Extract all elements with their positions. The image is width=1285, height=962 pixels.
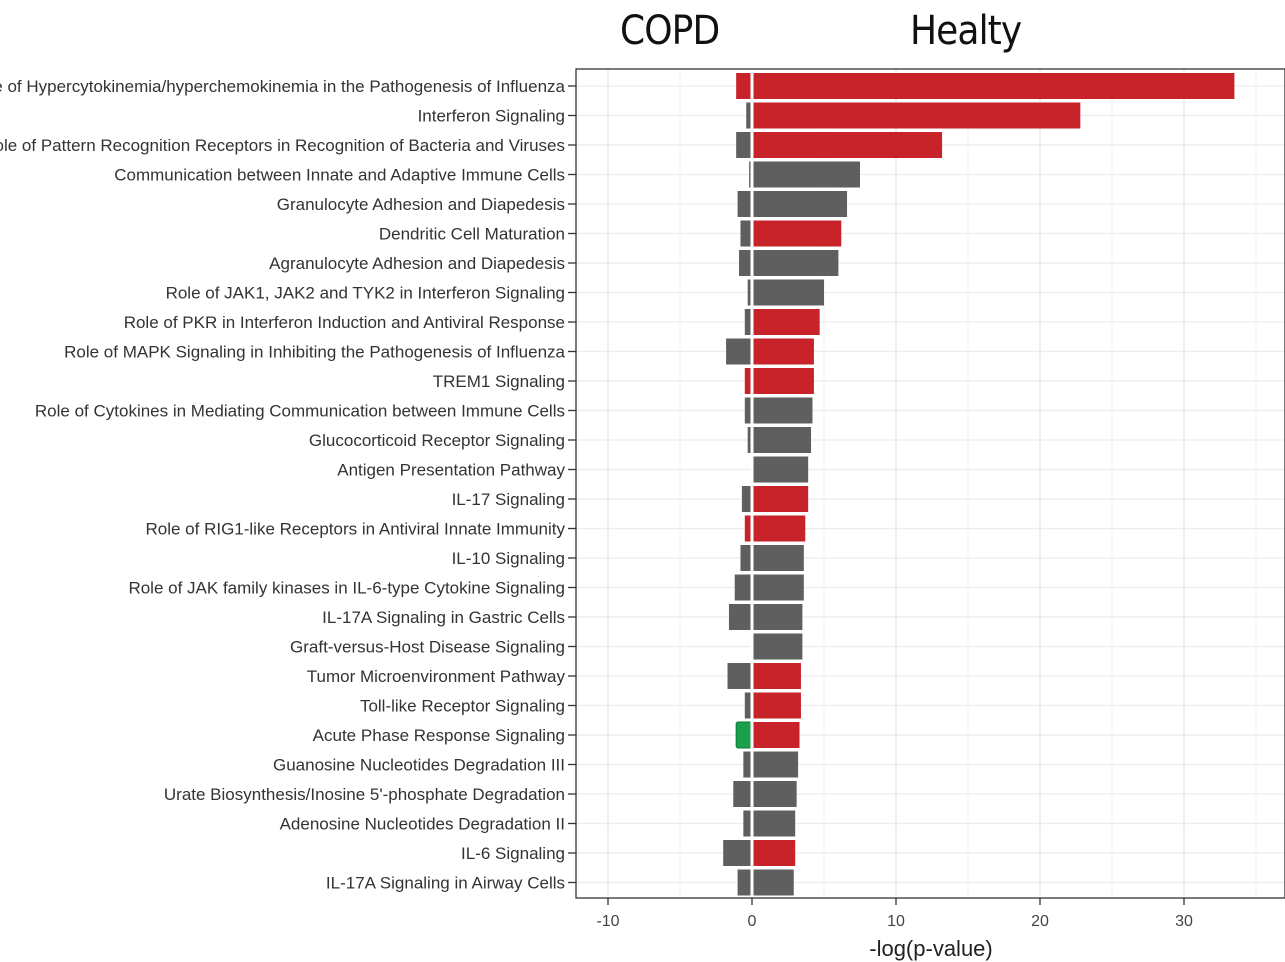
x-tick-label: -10 [596,913,619,930]
healthy-bar [752,73,1235,99]
healthy-bar [752,574,804,601]
healthy-bar [752,309,820,335]
category-label: Guanosine Nucleotides Degradation III [273,756,565,775]
copd-bar [735,721,753,749]
healthy-bar [752,279,824,306]
category-label: Graft-versus-Host Disease Signaling [290,638,565,657]
copd-bar [747,427,752,453]
healthy-bar [752,781,797,807]
category-label: Role of Pattern Recognition Receptors in… [0,136,565,155]
category-label: Tumor Microenvironment Pathway [307,667,566,686]
copd-bar [744,397,752,424]
copd-header: COPD [620,8,720,54]
copd-bar [734,574,752,601]
x-tick-label: 0 [748,913,757,930]
x-tick-label: 20 [1031,913,1049,930]
healthy-bar [752,397,813,424]
category-labels: Role of Hypercytokinemia/hyperchemokinem… [0,77,576,893]
copd-bar [744,368,752,394]
bars [723,69,1235,898]
category-label: Role of Cytokines in Mediating Communica… [35,402,565,421]
plot-border [575,68,1285,899]
healthy-bar [752,368,814,394]
x-axis-ticks: -10 0 10 20 30 [596,898,1193,930]
copd-bar [723,840,752,866]
category-label: Communication between Innate and Adaptiv… [114,166,565,185]
healthy-header: Healty [910,8,1022,54]
category-label: IL-17 Signaling [452,490,565,509]
category-label: Glucocorticoid Receptor Signaling [309,431,565,450]
category-label: IL-10 Signaling [452,549,565,568]
category-label: TREM1 Signaling [433,372,565,391]
category-label: IL-17A Signaling in Gastric Cells [322,608,565,627]
copd-bar [737,869,752,896]
category-label: Acute Phase Response Signaling [313,726,565,745]
copd-bar [726,338,752,365]
healthy-bar [752,250,839,276]
copd-bar [727,663,752,689]
category-label: Interferon Signaling [418,107,565,126]
category-label: Role of JAK1, JAK2 and TYK2 in Interfero… [166,284,565,303]
category-label: Toll-like Receptor Signaling [360,697,565,716]
category-label: Role of Hypercytokinemia/hyperchemokinem… [0,77,566,96]
healthy-bar [752,810,796,837]
category-label: Role of PKR in Interferon Induction and … [124,313,565,332]
healthy-bar [752,486,809,512]
copd-bar [747,279,752,306]
copd-bar [743,810,752,837]
healthy-bar [752,102,1081,129]
category-label: Urate Biosynthesis/Inosine 5'-phosphate … [164,785,565,804]
copd-bar [728,604,752,630]
copd-bar [744,515,752,542]
category-label: Agranulocyte Adhesion and Diapedesis [269,254,565,273]
healthy-bar [752,338,814,365]
copd-bar [737,191,752,217]
copd-bar [746,102,752,129]
category-label: Dendritic Cell Maturation [379,225,565,244]
copd-bar [743,751,752,778]
x-tick-label: 10 [887,913,905,930]
copd-bar [736,73,752,99]
healthy-bar [752,161,860,188]
copd-bar [733,781,752,807]
category-label: IL-17A Signaling in Airway Cells [326,874,565,893]
healthy-bar [752,427,812,453]
healthy-bar [752,545,804,571]
healthy-bar [752,220,842,247]
category-label: IL-6 Signaling [461,844,565,863]
copd-bar [740,545,752,571]
healthy-bar [752,515,806,542]
healthy-bar [752,604,803,630]
category-label: Antigen Presentation Pathway [337,461,565,480]
x-tick-label: 30 [1175,913,1193,930]
copd-bar [740,220,752,247]
healthy-bar [752,869,794,896]
plot-background [576,69,1285,898]
healthy-bar [752,191,848,217]
healthy-bar [752,633,803,660]
copd-bar [744,309,752,335]
category-label: Adenosine Nucleotides Degradation II [280,815,565,834]
category-label: Role of MAPK Signaling in Inhibiting the… [64,343,565,362]
copd-bar [744,692,752,719]
x-axis-title: -log(p-value) [869,936,993,961]
healthy-bar [752,456,809,483]
healthy-bar [752,692,801,719]
healthy-bar [752,663,801,689]
copd-bar [739,250,752,276]
copd-bar [741,486,752,512]
category-label: Role of RIG1-like Receptors in Antiviral… [145,520,565,539]
healthy-bar [752,840,796,866]
healthy-bar [752,751,799,778]
category-label: Granulocyte Adhesion and Diapedesis [277,195,565,214]
healthy-bar [752,722,800,748]
healthy-bar [752,132,943,158]
category-label: Role of JAK family kinases in IL-6-type … [128,579,565,598]
copd-bar [736,132,752,158]
